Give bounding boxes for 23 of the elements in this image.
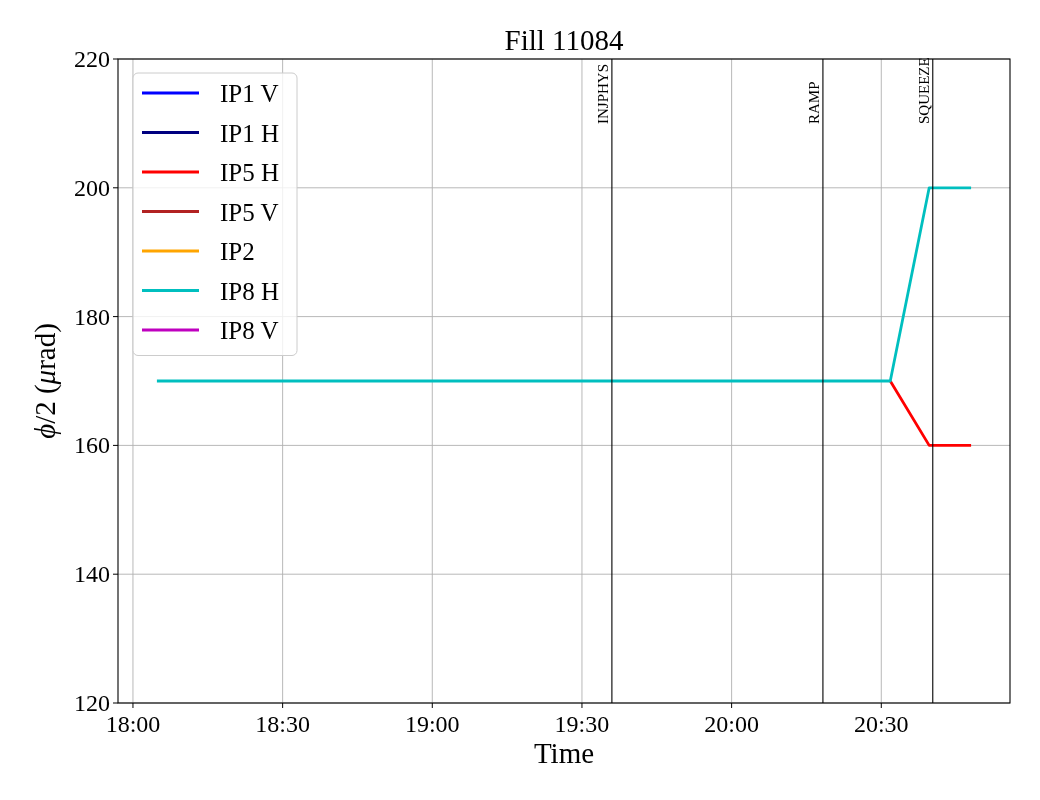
y-tick-label: 220: [74, 46, 110, 72]
legend-label: IP1 H: [220, 119, 280, 147]
ref-line-label: INJPHYS: [594, 63, 611, 124]
ref-line-label: RAMP: [805, 81, 822, 124]
y-tick-label: 200: [74, 174, 110, 201]
x-tick-label: 20:00: [704, 711, 759, 737]
y-tick-label: 160: [74, 432, 110, 459]
legend-label: IP8 H: [220, 277, 280, 305]
y-axis-title: ϕ/2 (μrad): [29, 323, 62, 439]
x-axis-title: Time: [533, 737, 595, 769]
legend-label: IP1 V: [220, 80, 279, 107]
x-tick-label: 19:30: [554, 711, 610, 737]
x-tick-label: 20:30: [853, 711, 909, 737]
ref-line-label: SQUEEZE: [915, 57, 932, 124]
y-tick-label: 180: [74, 303, 110, 330]
legend-label: IP8 V: [220, 317, 279, 344]
x-tick-label: 18:30: [255, 711, 310, 737]
x-tick-label: 19:00: [404, 711, 460, 737]
y-tick-label: 140: [74, 561, 110, 588]
legend-label: IP5 H: [220, 159, 280, 186]
legend-label: IP5 V: [220, 198, 279, 226]
chart-title: Fill 11084: [504, 24, 624, 56]
legend-label: IP2: [220, 238, 255, 265]
